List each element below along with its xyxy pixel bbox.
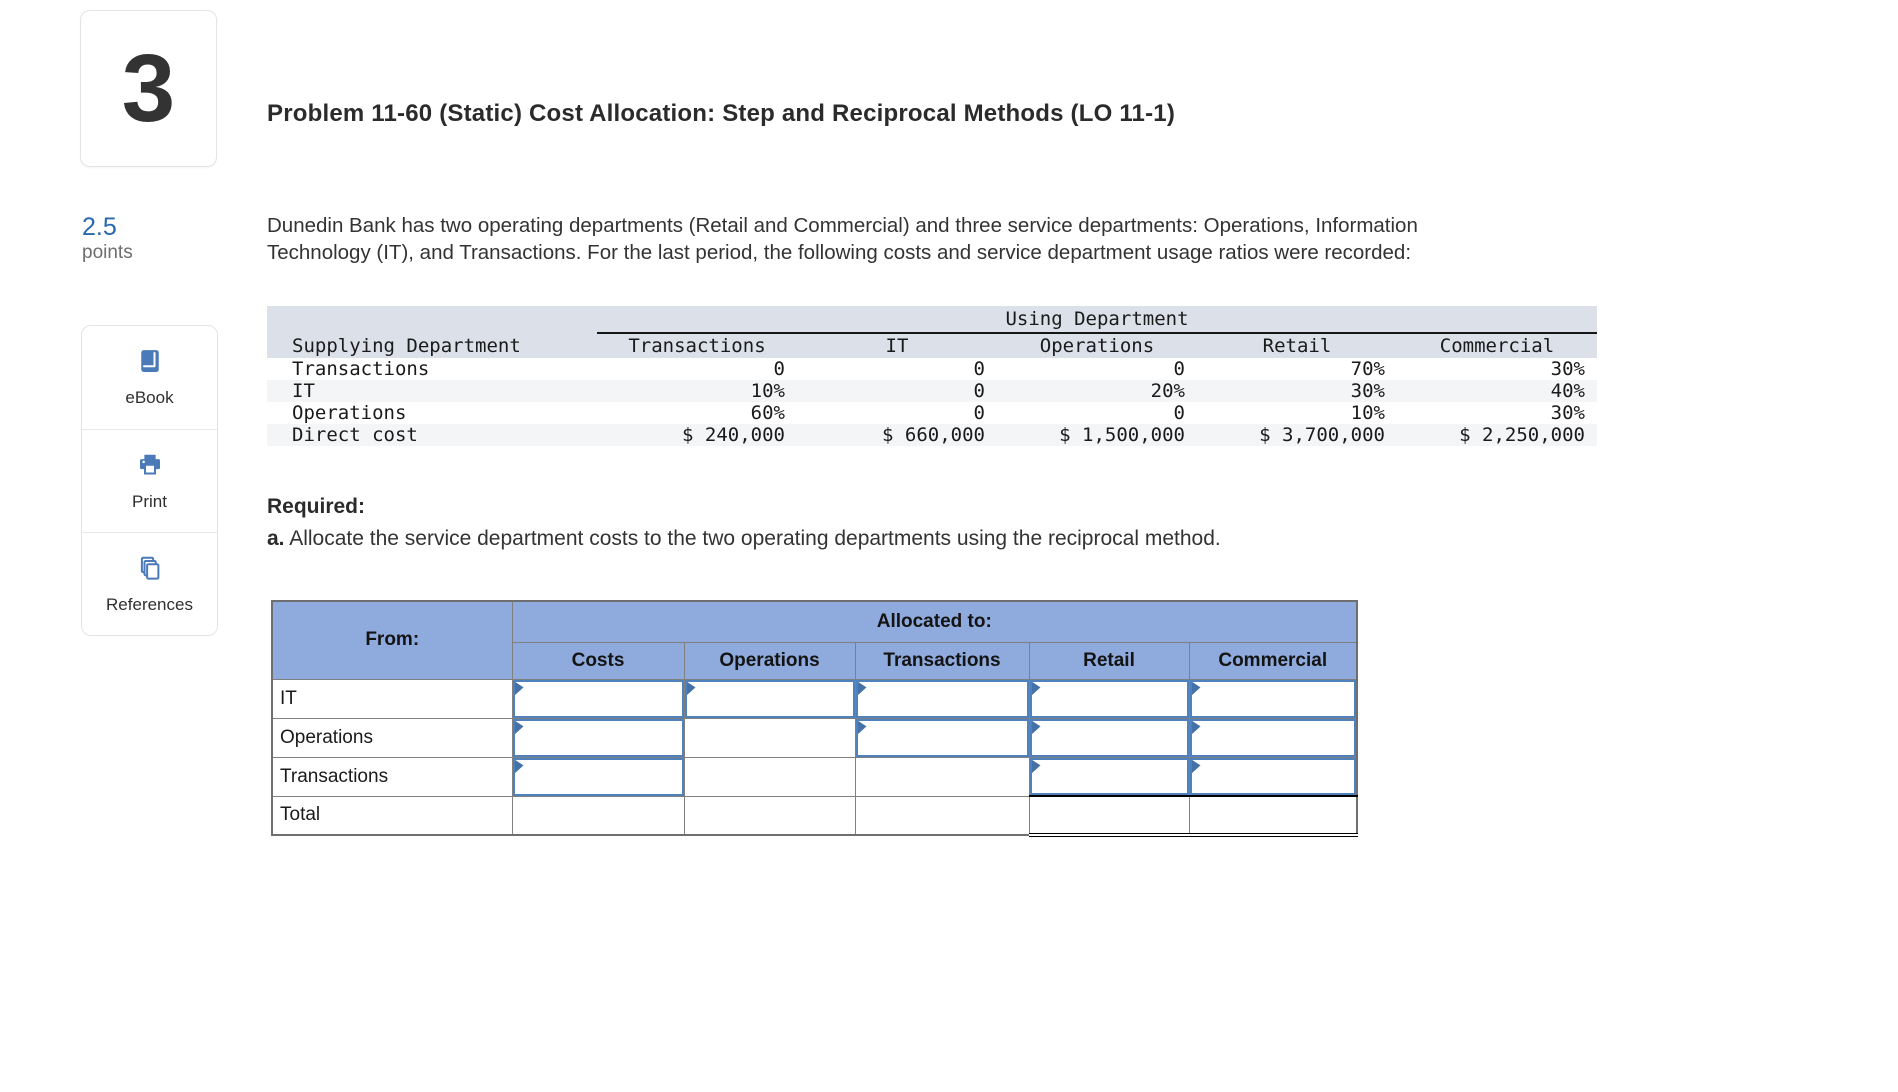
points-block: 2.5 points — [82, 213, 133, 264]
alloc-col-header: Operations — [683, 641, 856, 680]
points-value: 2.5 — [82, 213, 117, 241]
alloc-col-header: Commercial — [1188, 641, 1358, 680]
alloc-blank-cell — [511, 795, 685, 836]
allocation-answer-table: From: Allocated to: Costs Operations Tra… — [271, 600, 1358, 837]
allocation-input-cell[interactable] — [512, 679, 684, 718]
usage-value: 40% — [1397, 380, 1597, 402]
usage-value: $ 2,250,000 — [1397, 424, 1597, 446]
alloc-col-header: Transactions — [854, 641, 1030, 680]
usage-value: 0 — [797, 380, 997, 402]
allocation-input-cell[interactable] — [1029, 718, 1189, 757]
alloc-blank-cell — [683, 756, 856, 797]
resource-toolbar: eBook Print References — [81, 325, 218, 636]
usage-value: $ 3,700,000 — [1197, 424, 1397, 446]
print-icon — [135, 451, 165, 486]
usage-corner-cell — [267, 306, 597, 333]
usage-row-header: Supplying Department — [267, 333, 597, 358]
requirement-text: Allocate the service department costs to… — [289, 527, 1221, 550]
problem-description: Dunedin Bank has two operating departmen… — [267, 214, 1418, 264]
usage-row-label: Transactions — [292, 358, 430, 380]
question-number-card: 3 — [80, 10, 217, 167]
references-button[interactable]: References — [82, 532, 217, 635]
ebook-icon — [135, 347, 165, 382]
points-label: points — [82, 241, 133, 263]
allocation-input-cell[interactable] — [1029, 757, 1189, 795]
usage-value: 0 — [1173, 402, 1185, 424]
alloc-blank-cell — [683, 795, 856, 836]
allocation-input-cell[interactable] — [855, 718, 1029, 757]
usage-value: 0 — [773, 358, 785, 380]
requirement-letter: a. — [267, 527, 285, 550]
usage-value: 60% — [750, 402, 785, 424]
question-number: 3 — [121, 34, 176, 142]
usage-col-header: Transactions — [597, 333, 797, 358]
alloc-from-header: From: — [271, 600, 513, 680]
allocation-input-cell[interactable] — [1029, 679, 1189, 718]
usage-value: 70% — [1350, 358, 1385, 380]
usage-value: $ 1,500,000 — [997, 424, 1197, 446]
alloc-col-header: Costs — [511, 641, 685, 680]
required-label: Required: — [267, 495, 366, 518]
references-icon — [135, 554, 165, 589]
usage-value: 20% — [997, 380, 1197, 402]
usage-row-label: IT — [267, 380, 597, 402]
requirement-a: a. Allocate the service department costs… — [267, 527, 1567, 551]
alloc-row-label: Total — [271, 795, 513, 836]
alloc-row-label: Operations — [271, 717, 513, 758]
alloc-row-total: Total — [271, 795, 1358, 837]
usage-col-header: Operations — [997, 333, 1197, 358]
usage-value: 0 — [973, 402, 985, 424]
usage-row-label: Operations — [292, 402, 407, 424]
usage-value: 0 — [1173, 358, 1185, 380]
usage-value: 10% — [1350, 402, 1385, 424]
alloc-blank-cell — [854, 756, 1030, 797]
usage-col-header: Retail — [1197, 333, 1397, 358]
usage-data-table: Using Department Supplying Department Tr… — [267, 306, 1597, 446]
usage-value: 30% — [1550, 402, 1585, 424]
alloc-total-cell — [1028, 795, 1190, 837]
alloc-row-it: IT — [271, 678, 1358, 719]
allocation-input-cell[interactable] — [684, 679, 855, 718]
print-button[interactable]: Print — [82, 429, 217, 532]
usage-value: 30% — [1197, 380, 1397, 402]
usage-row-label: Direct cost — [267, 424, 597, 446]
allocation-input-cell[interactable] — [1189, 718, 1356, 757]
alloc-col-header: Retail — [1028, 641, 1190, 680]
usage-value: 30% — [1550, 358, 1585, 380]
alloc-allocated-header: Allocated to: — [511, 600, 1358, 643]
alloc-blank-cell — [683, 717, 856, 758]
usage-col-header: IT — [797, 333, 997, 358]
allocation-input-cell[interactable] — [512, 718, 684, 757]
problem-title: Problem 11-60 (Static) Cost Allocation: … — [267, 100, 1176, 127]
print-label: Print — [132, 491, 167, 511]
alloc-blank-cell — [854, 795, 1030, 836]
usage-value: $ 660,000 — [797, 424, 997, 446]
allocation-input-cell[interactable] — [512, 757, 684, 796]
alloc-total-cell — [1188, 795, 1358, 837]
alloc-row-transactions: Transactions — [271, 756, 1358, 797]
usage-value: 0 — [973, 358, 985, 380]
usage-col-header: Commercial — [1397, 333, 1597, 358]
alloc-row-operations: Operations — [271, 717, 1358, 758]
allocation-input-cell[interactable] — [1189, 757, 1356, 795]
references-label: References — [106, 594, 193, 614]
usage-value: $ 240,000 — [597, 424, 797, 446]
allocation-input-cell[interactable] — [1189, 679, 1356, 718]
ebook-label: eBook — [125, 388, 174, 407]
usage-group-header: Using Department — [597, 306, 1597, 334]
allocation-input-cell[interactable] — [855, 679, 1029, 718]
ebook-button[interactable]: eBook — [82, 326, 217, 429]
alloc-row-label: Transactions — [271, 756, 513, 797]
usage-value: 10% — [597, 380, 797, 402]
alloc-row-label: IT — [271, 678, 513, 719]
